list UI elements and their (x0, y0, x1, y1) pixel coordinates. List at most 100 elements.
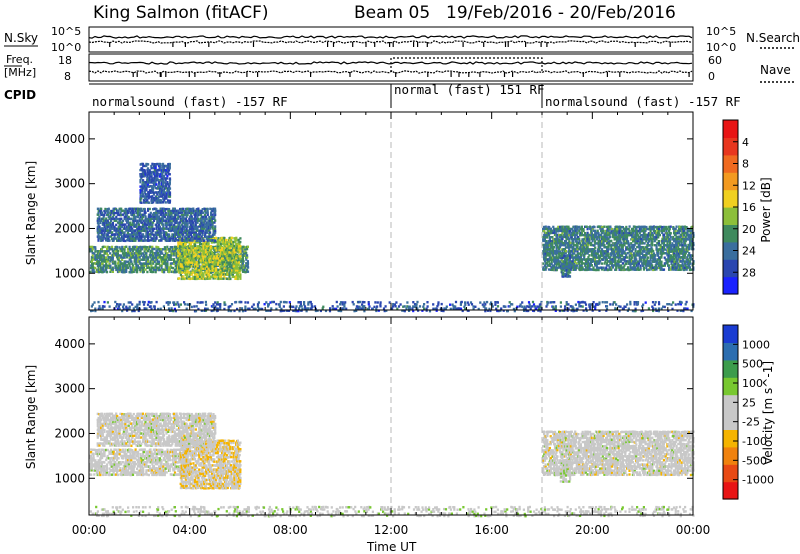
heatmap-cell (168, 268, 172, 271)
heatmap-cell (174, 221, 177, 225)
heatmap-cell (183, 259, 186, 262)
heatmap-cell (236, 277, 239, 281)
heatmap-cell (166, 264, 169, 267)
heatmap-cell (177, 239, 180, 242)
heatmap-cell (416, 300, 419, 304)
heatmap-cell (575, 266, 578, 270)
heatmap-cell (137, 266, 140, 269)
heatmap-cell (101, 270, 104, 274)
heatmap-cell (160, 211, 163, 214)
heatmap-cell (145, 307, 148, 310)
heatmap-cell (531, 300, 535, 304)
heatmap-cell (213, 241, 216, 244)
heatmap-cell (180, 253, 183, 256)
heatmap-cell (238, 265, 241, 268)
heatmap-cell (190, 277, 193, 280)
heatmap-cell (179, 248, 182, 251)
heatmap-cell (161, 252, 164, 255)
heatmap-cell (97, 266, 100, 269)
heatmap-cell (589, 303, 592, 306)
heatmap-cell (104, 211, 107, 214)
heatmap-cell (154, 181, 157, 184)
heatmap-cell (422, 305, 425, 308)
heatmap-cell (379, 301, 382, 304)
heatmap-cell (299, 301, 302, 304)
heatmap-cell (220, 271, 223, 274)
heatmap-cell (220, 259, 224, 262)
heatmap-cell (132, 213, 135, 217)
heatmap-cell (298, 307, 301, 310)
heatmap-cell (119, 266, 122, 269)
heatmap-cell (111, 253, 115, 257)
heatmap-cell (647, 307, 650, 310)
heatmap-cell (212, 263, 215, 266)
heatmap-cell (189, 245, 192, 248)
heatmap-cell (137, 258, 140, 261)
cpid-label: CPID (4, 88, 36, 102)
heatmap-cell (167, 217, 170, 221)
heatmap-cell (124, 239, 127, 243)
heatmap-cell (140, 235, 143, 239)
heatmap-cell (137, 239, 140, 242)
heatmap-cell (153, 213, 156, 216)
heatmap-cell (125, 268, 128, 272)
heatmap-cell (91, 248, 94, 251)
heatmap-cell (256, 305, 260, 308)
heatmap-cell (157, 252, 160, 255)
heatmap-cell (152, 219, 156, 222)
heatmap-cell (220, 275, 223, 278)
heatmap-cell (124, 262, 127, 265)
heatmap-cell (152, 270, 155, 274)
heatmap-cell (173, 217, 176, 220)
heatmap-cell (104, 207, 107, 211)
heatmap-cell (165, 221, 168, 224)
heatmap-cell (225, 271, 229, 274)
heatmap-cell (106, 301, 109, 304)
heatmap-cell (120, 223, 123, 226)
heatmap-cell (153, 247, 156, 251)
heatmap-cell (223, 264, 226, 267)
heatmap-cell (146, 246, 149, 249)
heatmap-cell (137, 246, 141, 249)
heatmap-cell (190, 305, 193, 309)
heatmap-cell (91, 254, 94, 257)
heatmap-cell (177, 217, 180, 220)
heatmap-cell (144, 227, 147, 230)
heatmap-cell (168, 239, 171, 242)
heatmap-cell (131, 227, 134, 231)
heatmap-cell (115, 266, 118, 269)
heatmap-cell (180, 219, 183, 222)
heatmap-cell (110, 245, 114, 249)
heatmap-cell (220, 250, 224, 254)
heatmap-cell (121, 262, 124, 265)
heatmap-cell (188, 207, 191, 211)
station-title: King Salmon (fitACF) (93, 3, 269, 23)
heatmap-cell (214, 225, 217, 228)
heatmap-cell (100, 256, 103, 259)
heatmap-cell (122, 237, 125, 240)
heatmap-cell (202, 257, 205, 260)
heatmap-cell (95, 256, 99, 259)
heatmap-cell (213, 249, 216, 252)
heatmap-cell (190, 265, 193, 268)
heatmap-cell (130, 260, 133, 263)
heatmap-cell (95, 258, 98, 261)
heatmap-cell (139, 249, 142, 253)
heatmap-cell (376, 301, 379, 304)
heatmap-cell (229, 277, 232, 281)
heatmap-cell (181, 235, 184, 238)
heatmap-cell (106, 233, 109, 236)
heatmap-cell (138, 252, 141, 255)
heatmap-cell (179, 268, 182, 271)
heatmap-cell (134, 209, 137, 213)
heatmap-cell (206, 248, 209, 252)
heatmap-cell (92, 266, 95, 269)
heatmap-cell (668, 303, 671, 306)
heatmap-cell (175, 209, 178, 212)
heatmap-cell (479, 301, 482, 304)
heatmap-cell (168, 235, 171, 238)
heatmap-cell (107, 207, 110, 210)
heatmap-cell (242, 245, 245, 249)
heatmap-cell (246, 256, 249, 259)
heatmap-cell (467, 303, 470, 306)
